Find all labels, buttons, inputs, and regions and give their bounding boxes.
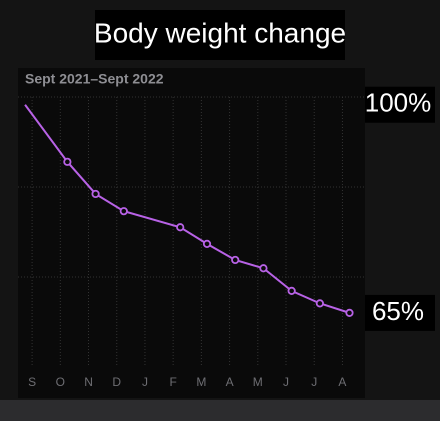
x-tick-label: O <box>56 375 65 389</box>
data-point <box>176 223 185 232</box>
x-tick-label: J <box>142 375 148 389</box>
x-tick-label: F <box>169 375 176 389</box>
x-tick-label: D <box>112 375 121 389</box>
chart-title: Body weight change <box>94 17 346 48</box>
data-point <box>63 157 72 166</box>
annotation: 100% <box>365 88 432 118</box>
x-tick-label: A <box>226 375 234 389</box>
plot-panel <box>18 68 365 398</box>
x-tick-label: N <box>84 375 93 389</box>
title-box <box>95 10 345 60</box>
x-tick-label: A <box>338 375 346 389</box>
data-point <box>259 264 268 273</box>
data-point <box>345 308 354 317</box>
data-point <box>119 207 128 216</box>
bottom-strip <box>0 400 440 421</box>
data-point <box>315 299 324 308</box>
data-point <box>231 255 240 265</box>
data-point <box>287 286 296 295</box>
annotation-box <box>365 294 435 331</box>
chart-subtitle: Sept 2021–Sept 2022 <box>25 71 164 87</box>
x-tick-label: J <box>283 375 289 389</box>
data-point <box>91 189 100 199</box>
annotation-box <box>365 86 435 123</box>
x-tick-label: M <box>253 375 263 389</box>
x-tick-label: M <box>196 375 206 389</box>
data-point <box>202 239 212 248</box>
x-tick-label: J <box>311 375 317 389</box>
annotation: 65% <box>372 296 424 326</box>
x-tick-label: S <box>28 375 36 389</box>
